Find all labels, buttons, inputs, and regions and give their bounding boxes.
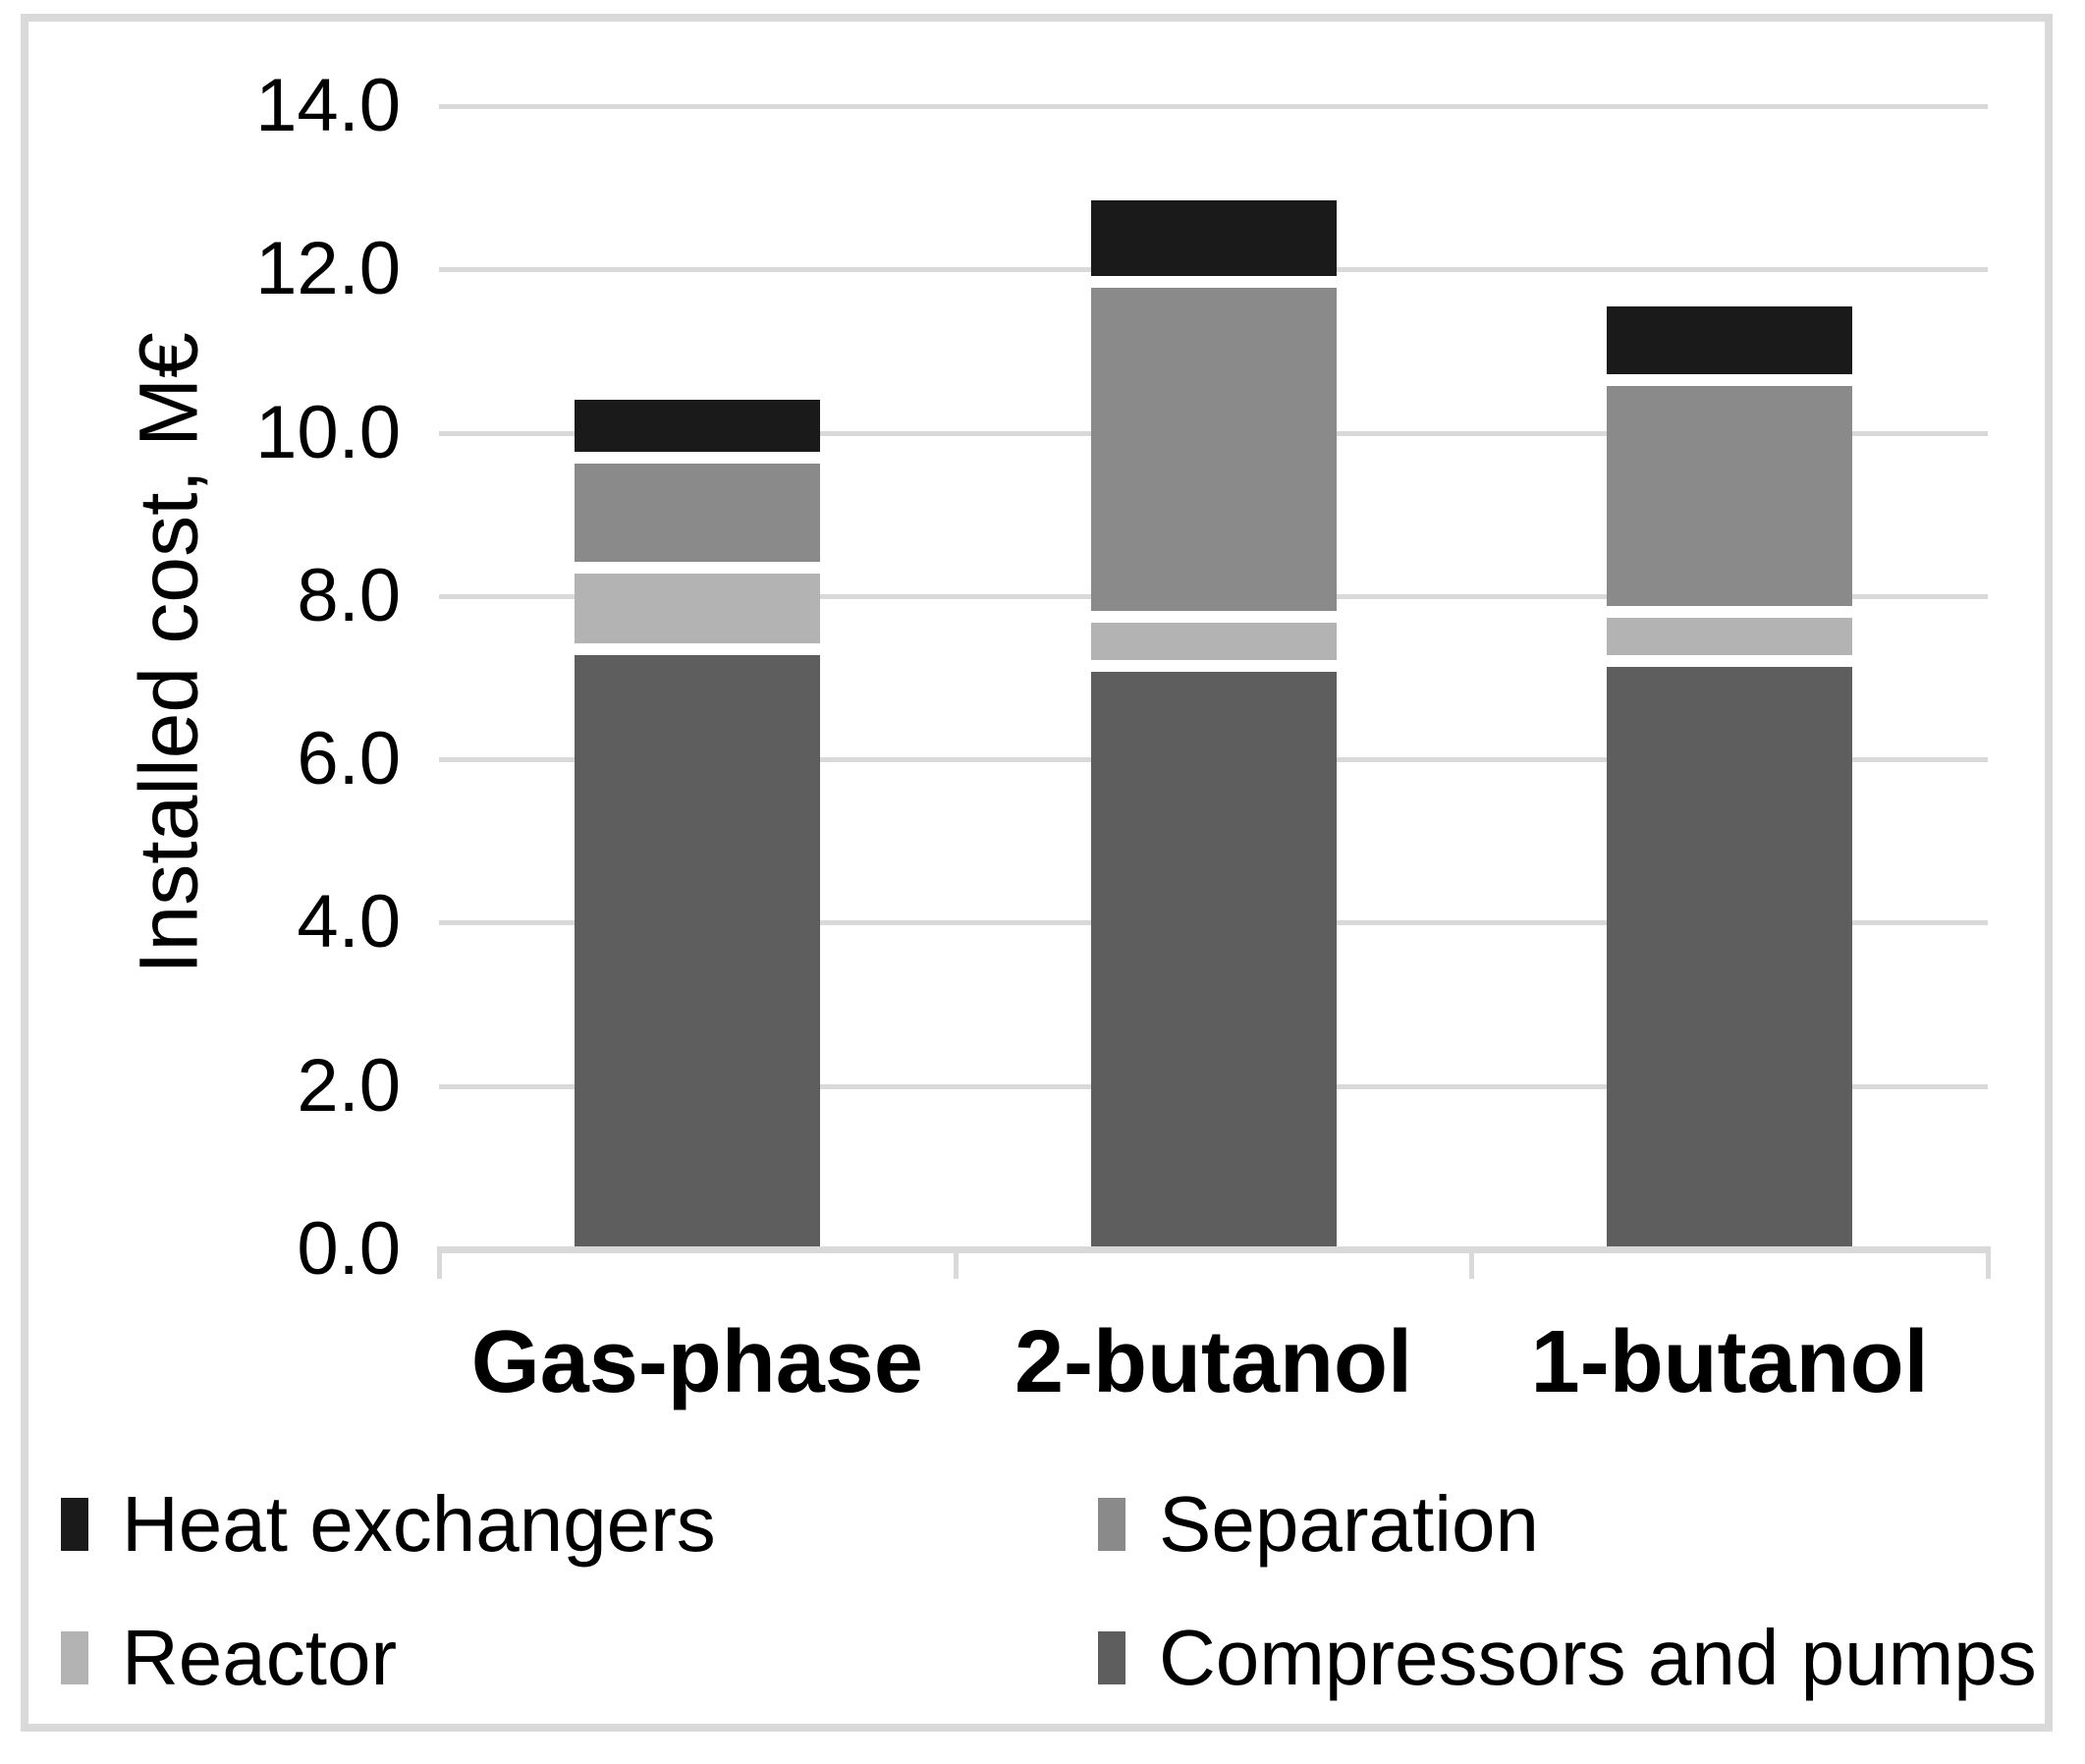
legend-label: Separation [1159, 1480, 1539, 1568]
y-tick-label: 4.0 [297, 880, 401, 965]
y-tick-label: 2.0 [297, 1043, 401, 1128]
category-label: Gas-phase [470, 1313, 923, 1411]
y-axis-title: Installed cost, M€ [122, 332, 215, 974]
y-tick-label: 8.0 [297, 553, 401, 637]
y-tick-label: 0.0 [297, 1207, 401, 1291]
bar-segment-heat-exchangers [574, 400, 820, 452]
gridline [439, 104, 1988, 109]
legend-label: Compressors and pumps [1159, 1614, 2037, 1701]
bar-segment-heat-exchangers [1090, 199, 1337, 276]
bar-segment-compressors-and-pumps [1607, 667, 1853, 1246]
bar-segment-compressors-and-pumps [574, 654, 820, 1246]
bar-segment-reactor [1607, 618, 1853, 656]
legend-item: Compressors and pumps [1098, 1613, 2037, 1703]
y-tick-label: 14.0 [255, 64, 401, 147]
bar-segment-reactor [574, 573, 820, 643]
x-axis-line [439, 1246, 1988, 1253]
legend-marker [1098, 1498, 1125, 1551]
bar-segment-separation [1090, 287, 1337, 611]
legend-item: Separation [1098, 1479, 1539, 1570]
y-tick-label: 12.0 [255, 227, 401, 311]
bar-segment-separation [574, 463, 820, 562]
legend-label: Reactor [122, 1614, 398, 1701]
category-label: 2-butanol [1015, 1313, 1412, 1411]
bar-segment-compressors-and-pumps [1090, 671, 1337, 1246]
y-tick-label: 6.0 [297, 717, 401, 801]
axis-tick [1469, 1246, 1475, 1279]
bar-segment-heat-exchangers [1607, 305, 1853, 374]
bar-segment-reactor [1090, 622, 1337, 660]
axis-tick [437, 1246, 442, 1279]
category-label: 1-butanol [1530, 1313, 1929, 1411]
legend-item: Heat exchangers [61, 1479, 716, 1570]
axis-tick [953, 1246, 959, 1279]
legend-marker [1098, 1631, 1125, 1684]
legend-item: Reactor [61, 1613, 397, 1703]
legend-marker [61, 1631, 88, 1684]
legend-label: Heat exchangers [122, 1480, 716, 1568]
legend-marker [61, 1498, 88, 1551]
y-tick-label: 10.0 [255, 390, 401, 474]
bar-segment-separation [1607, 385, 1853, 607]
axis-tick [1986, 1246, 1991, 1279]
